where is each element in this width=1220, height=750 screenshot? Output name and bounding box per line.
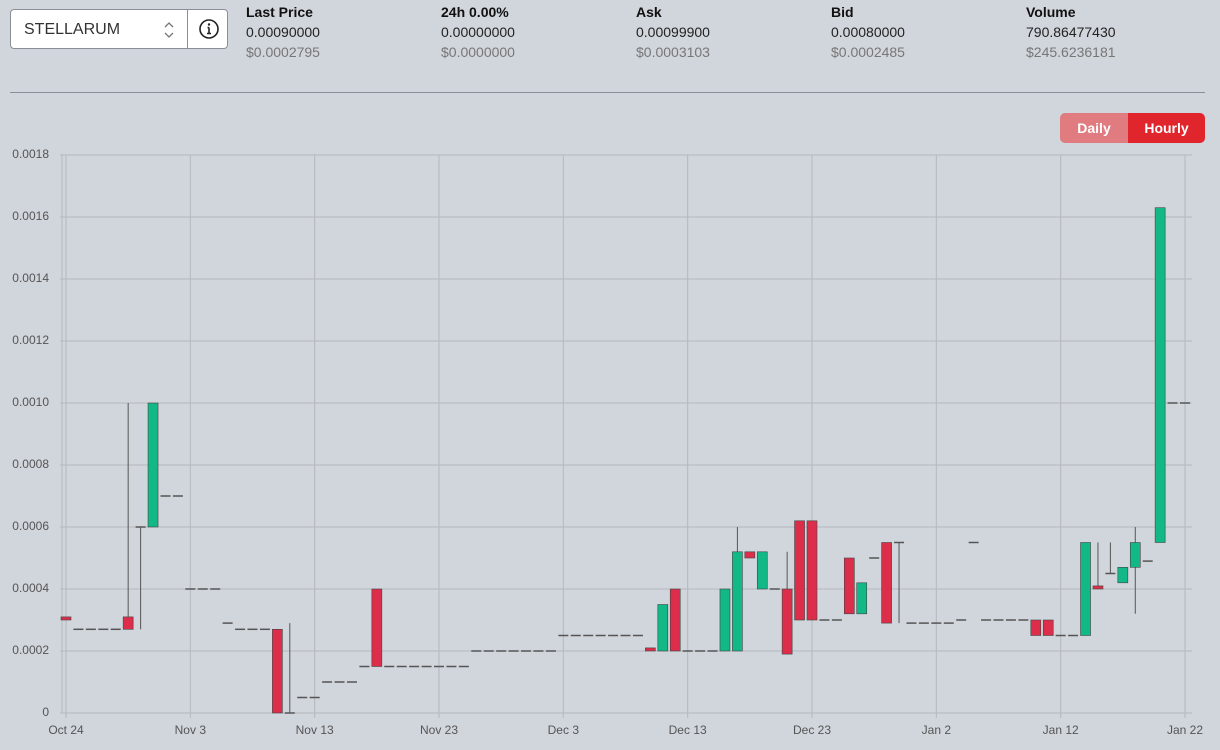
y-tick-label: 0.0016 bbox=[12, 209, 49, 223]
stat-label: Last Price bbox=[246, 4, 313, 20]
y-tick-label: 0.0018 bbox=[12, 147, 49, 161]
candle-body bbox=[657, 604, 669, 652]
stat-value: 0.00080000 bbox=[831, 24, 905, 40]
candle-body bbox=[1117, 566, 1129, 584]
stat: Volume 790.86477430 $245.6236181 bbox=[1026, 2, 1116, 62]
candle-body bbox=[794, 520, 805, 621]
y-tick-label: 0.0010 bbox=[12, 395, 49, 409]
y-tick-label: 0.0008 bbox=[12, 457, 49, 471]
candle-body bbox=[1042, 619, 1054, 636]
candle-body bbox=[60, 616, 72, 621]
candle-body bbox=[1080, 542, 1091, 636]
candle-body bbox=[669, 588, 681, 652]
candle-body bbox=[1129, 542, 1141, 568]
stat-value: 0.00099900 bbox=[636, 24, 710, 40]
y-tick-label: 0.0004 bbox=[12, 581, 49, 595]
selector-divider bbox=[187, 10, 188, 48]
x-tick-label: Jan 2 bbox=[922, 723, 952, 737]
x-tick-label: Nov 3 bbox=[175, 723, 207, 737]
selector-arrows bbox=[164, 22, 174, 38]
x-tick-label: Dec 3 bbox=[548, 723, 580, 737]
candle-body bbox=[1154, 207, 1166, 543]
daily-button[interactable]: Daily bbox=[1060, 113, 1128, 143]
x-tick-label: Dec 23 bbox=[793, 723, 831, 737]
stat: Ask 0.00099900 $0.0003103 bbox=[636, 2, 710, 62]
divider bbox=[10, 92, 1205, 93]
candle-body bbox=[371, 588, 383, 667]
stat-usd: $0.0003103 bbox=[636, 44, 710, 60]
candle-body bbox=[781, 588, 793, 655]
candle-body bbox=[719, 588, 731, 652]
stat-usd: $0.0002485 bbox=[831, 44, 905, 60]
x-tick-label: Oct 24 bbox=[48, 723, 84, 737]
stat-value: 790.86477430 bbox=[1026, 24, 1116, 40]
stat-usd: $0.0002795 bbox=[246, 44, 320, 60]
stat-label: Bid bbox=[831, 4, 854, 20]
x-tick-label: Nov 23 bbox=[420, 723, 458, 737]
y-tick-label: 0 bbox=[42, 705, 49, 719]
stat-value: 0.00090000 bbox=[246, 24, 320, 40]
x-tick-label: Dec 13 bbox=[669, 723, 707, 737]
market-selector[interactable]: STELLARUM bbox=[10, 9, 228, 49]
stat-usd: $245.6236181 bbox=[1026, 44, 1116, 60]
stat-usd: $0.0000000 bbox=[441, 44, 515, 60]
candle-body bbox=[881, 542, 892, 624]
candle-body bbox=[843, 557, 855, 615]
x-tick-label: Jan 12 bbox=[1043, 723, 1079, 737]
stat: Bid 0.00080000 $0.0002485 bbox=[831, 2, 905, 62]
candle-body bbox=[756, 551, 768, 590]
candle-body bbox=[147, 402, 159, 528]
stat: 24h 0.00% 0.00000000 $0.0000000 bbox=[441, 2, 515, 62]
stat-label: Volume bbox=[1026, 4, 1076, 20]
x-tick-label: Nov 13 bbox=[296, 723, 334, 737]
y-tick-label: 0.0006 bbox=[12, 519, 49, 533]
hourly-button[interactable]: Hourly bbox=[1128, 113, 1205, 143]
candle-body bbox=[806, 520, 818, 621]
candle-body bbox=[272, 628, 283, 714]
candle-body bbox=[122, 616, 134, 630]
candle-body bbox=[645, 647, 656, 652]
y-tick-label: 0.0002 bbox=[12, 643, 49, 657]
info-button[interactable] bbox=[198, 18, 220, 40]
x-tick-label: Jan 22 bbox=[1167, 723, 1203, 737]
candle-body bbox=[732, 551, 743, 652]
candle-body bbox=[1092, 585, 1104, 590]
stat-label: 24h 0.00% bbox=[441, 4, 509, 20]
candle-body bbox=[1030, 619, 1042, 636]
candle-body bbox=[744, 551, 756, 559]
stat: Last Price 0.00090000 $0.0002795 bbox=[246, 2, 320, 62]
y-tick-label: 0.0014 bbox=[12, 271, 49, 285]
candle-body bbox=[856, 582, 868, 615]
y-tick-label: 0.0012 bbox=[12, 333, 49, 347]
selector-text: STELLARUM bbox=[24, 21, 121, 38]
stat-value: 0.00000000 bbox=[441, 24, 515, 40]
stat-label: Ask bbox=[636, 4, 662, 20]
